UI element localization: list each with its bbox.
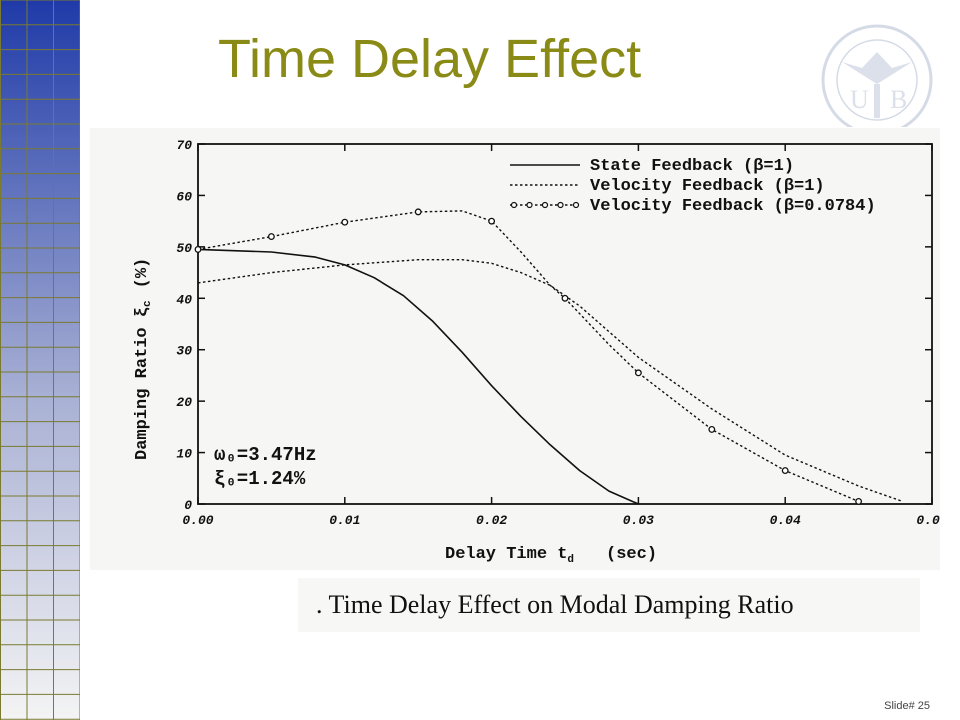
y-tick-label: 50 — [176, 241, 192, 256]
legend-label-2: Velocity Feedback (β=1) — [590, 177, 825, 196]
series-marker — [488, 217, 496, 225]
legend-label-1: State Feedback (β=1) — [590, 157, 794, 176]
slide-number: Slide# 25 — [884, 700, 930, 712]
x-tick-label: 0.02 — [476, 513, 507, 528]
x-tick-label: 0.03 — [623, 513, 654, 528]
svg-text:B: B — [890, 85, 907, 114]
x-tick-label: 0.01 — [329, 513, 360, 528]
x-tick-label: 0.05 — [916, 513, 940, 528]
plot-frame — [197, 143, 933, 505]
legend-marker — [526, 201, 533, 209]
series-line-2 — [197, 258, 903, 503]
series-marker — [708, 425, 716, 433]
legend-label-3: Velocity Feedback (β=0.0784) — [590, 197, 876, 216]
chart-annotation-2: ξ₀=1.24% — [214, 468, 306, 490]
series-marker — [267, 233, 275, 241]
caption-panel — [298, 578, 920, 632]
y-axis-title-text: Damping Ratio ξ — [133, 307, 152, 460]
y-tick-label: 40 — [176, 292, 192, 307]
legend-marker — [572, 201, 580, 209]
legend-marker — [541, 201, 549, 209]
svg-text:U: U — [850, 85, 869, 114]
x-axis-title: Delay Time td (sec) — [445, 545, 657, 566]
series-marker — [855, 497, 863, 505]
university-logo-watermark: U B — [821, 24, 933, 127]
chart-panel — [90, 128, 940, 570]
series-marker — [634, 369, 642, 377]
series-marker — [194, 245, 202, 253]
series-line-3 — [197, 210, 859, 503]
y-axis-title-subscript: c — [142, 300, 154, 307]
y-tick-label: 10 — [176, 447, 192, 462]
chart-annotation-1: ω₀=3.47Hz — [214, 444, 317, 466]
decorative-grid-strip — [0, 0, 80, 720]
slide-title: Time Delay Effect — [218, 29, 642, 89]
series-marker — [561, 294, 569, 302]
x-tick-label: 0.04 — [770, 513, 801, 528]
x-axis-title-subscript: d — [567, 554, 574, 566]
x-tick-label: 0.00 — [182, 513, 213, 528]
figure-caption: . Time Delay Effect on Modal Damping Rat… — [316, 590, 794, 619]
x-axis-title-text: Delay Time t — [445, 545, 567, 564]
legend-marker — [510, 201, 518, 209]
series-marker — [781, 467, 789, 475]
x-axis-unit: (sec) — [606, 545, 657, 564]
y-tick-label: 0 — [184, 498, 192, 513]
y-axis-unit: (%) — [133, 258, 152, 289]
y-tick-label: 70 — [176, 138, 192, 153]
series-line-1 — [197, 248, 639, 505]
y-tick-label: 20 — [176, 395, 192, 410]
legend-marker — [557, 201, 564, 209]
y-tick-label: 60 — [176, 189, 192, 204]
y-tick-label: 30 — [176, 344, 192, 359]
y-axis-title: Damping Ratio ξc (%) — [133, 258, 154, 460]
series-marker — [341, 218, 349, 226]
series-marker — [414, 208, 422, 216]
damping-ratio-chart: 0102030405060700.000.010.020.030.040.05 … — [133, 138, 940, 566]
